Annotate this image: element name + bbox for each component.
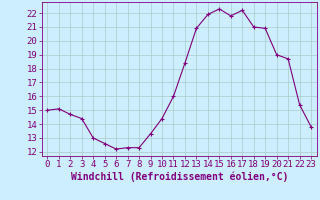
X-axis label: Windchill (Refroidissement éolien,°C): Windchill (Refroidissement éolien,°C) [70, 172, 288, 182]
